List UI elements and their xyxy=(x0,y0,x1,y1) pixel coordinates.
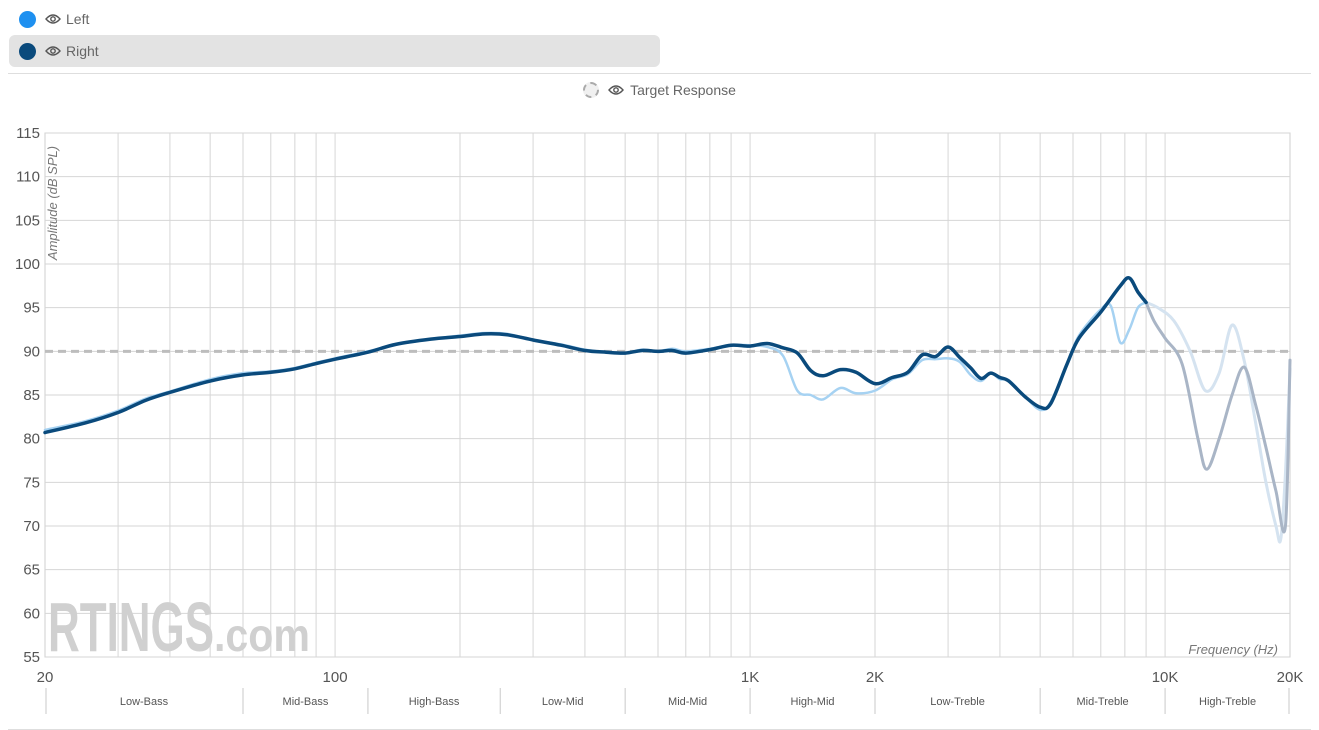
y-tick-label: 60 xyxy=(23,605,40,622)
y-tick-label: 70 xyxy=(23,518,40,535)
band-label-high-treble: High-Treble xyxy=(1199,696,1256,708)
band-label-low-mid: Low-Mid xyxy=(542,696,584,708)
band-label-mid-mid: Mid-Mid xyxy=(668,696,707,708)
x-axis-title: Frequency (Hz) xyxy=(1188,642,1278,657)
legend-label-left: Left xyxy=(66,11,90,27)
y-tick-label: 55 xyxy=(23,649,40,666)
band-label-mid-treble: Mid-Treble xyxy=(1077,696,1129,708)
legend-item-left[interactable]: Left xyxy=(9,3,660,35)
y-tick-label: 85 xyxy=(23,387,40,404)
y-tick-label: 110 xyxy=(16,169,40,186)
y-tick-label: 100 xyxy=(15,256,40,273)
series-left-faded-line xyxy=(1144,300,1292,544)
watermark-brand: RTINGS xyxy=(48,588,214,666)
series-right-faded-line xyxy=(1144,300,1292,534)
eye-icon[interactable] xyxy=(608,84,625,96)
watermark: RTINGS .com xyxy=(48,588,310,666)
y-tick-label: 95 xyxy=(23,300,40,317)
legend-label-target: Target Response xyxy=(630,82,736,98)
band-label-low-bass: Low-Bass xyxy=(120,696,169,708)
x-tick-label: 10K xyxy=(1152,669,1179,686)
series-layer xyxy=(43,276,1292,544)
band-label-mid-bass: Mid-Bass xyxy=(283,696,329,708)
band-label-low-treble: Low-Treble xyxy=(930,696,985,708)
watermark-suffix: .com xyxy=(214,609,310,661)
band-label-high-bass: High-Bass xyxy=(409,696,460,708)
frequency-bands: Low-Bass Mid-Bass High-Bass Low-Mid Mid-Mid H… xyxy=(45,688,1290,714)
y-tick-label: 90 xyxy=(23,343,40,360)
y-tick-label: 115 xyxy=(16,125,40,142)
legend-divider xyxy=(8,73,1311,74)
x-tick-label: 20 xyxy=(37,669,54,686)
y-tick-label: 75 xyxy=(23,474,40,491)
band-label-high-mid: High-Mid xyxy=(791,696,835,708)
axis-labels: 55 60 65 70 75 80 85 90 95 100 105 110 115 20 100 1K 2K 1… xyxy=(15,125,1303,686)
eye-icon[interactable] xyxy=(45,13,61,25)
y-tick-label: 65 xyxy=(23,562,40,579)
legend-label-right: Right xyxy=(66,43,99,59)
x-tick-label: 100 xyxy=(323,669,348,686)
target-response-swatch xyxy=(583,82,600,98)
legend-item-right[interactable]: Right xyxy=(9,35,660,67)
left-color-swatch xyxy=(19,10,36,28)
x-tick-label: 20K xyxy=(1277,669,1304,686)
chart-grid xyxy=(44,132,1291,658)
y-tick-label: 80 xyxy=(23,431,40,448)
x-tick-label: 1K xyxy=(741,669,759,686)
x-tick-label: 2K xyxy=(866,669,884,686)
y-axis-title: Amplitude (dB SPL) xyxy=(45,146,60,261)
legend-item-target-response[interactable]: Target Response xyxy=(0,74,1319,106)
series-right-line xyxy=(43,276,1148,435)
right-color-swatch xyxy=(19,42,36,60)
y-tick-label: 105 xyxy=(15,212,40,229)
eye-icon[interactable] xyxy=(45,45,61,57)
